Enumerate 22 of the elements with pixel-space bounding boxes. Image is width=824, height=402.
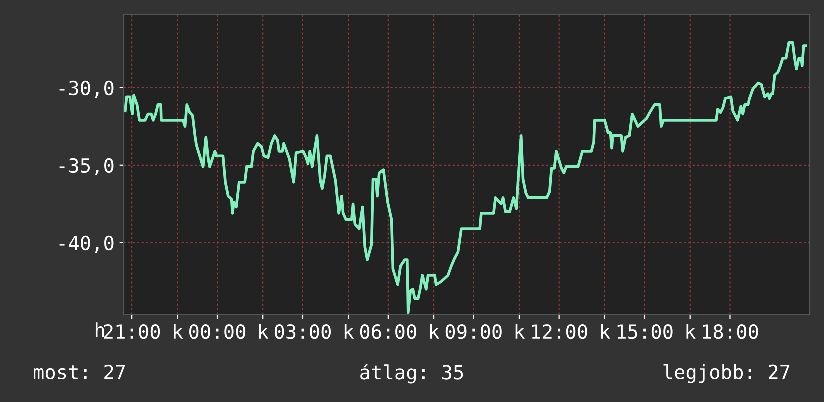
x-tick-label: 21:00 xyxy=(104,324,160,340)
x-tick-label: k xyxy=(601,324,610,339)
text: legjobb: 27 xyxy=(664,364,790,384)
x-tick-label: k xyxy=(344,324,354,339)
text: most: 27 xyxy=(34,364,126,380)
x-tick-label: 18:00 xyxy=(703,324,758,340)
x-tick-label: k xyxy=(174,324,184,339)
x-tick-label: k xyxy=(516,324,526,339)
y-tick-label: -35,0 xyxy=(60,158,114,176)
x-tick-label: k xyxy=(686,324,696,339)
x-tick-label: 09:00 xyxy=(446,324,502,340)
x-tick-label: 03:00 xyxy=(274,324,331,340)
x-axis-title: h xyxy=(96,322,104,338)
x-tick-label: 00:00 xyxy=(190,324,246,340)
y-tick-label: -30,0 xyxy=(60,80,114,98)
text: átlag: 35 xyxy=(360,364,464,384)
x-tick-label: k xyxy=(430,324,440,339)
x-tick-label: k xyxy=(259,324,269,339)
x-tick-label: 12:00 xyxy=(532,324,588,340)
x-tick-label: 15:00 xyxy=(618,324,673,340)
y-tick-label: -40,0 xyxy=(60,236,114,254)
x-tick-label: 06:00 xyxy=(360,324,416,340)
